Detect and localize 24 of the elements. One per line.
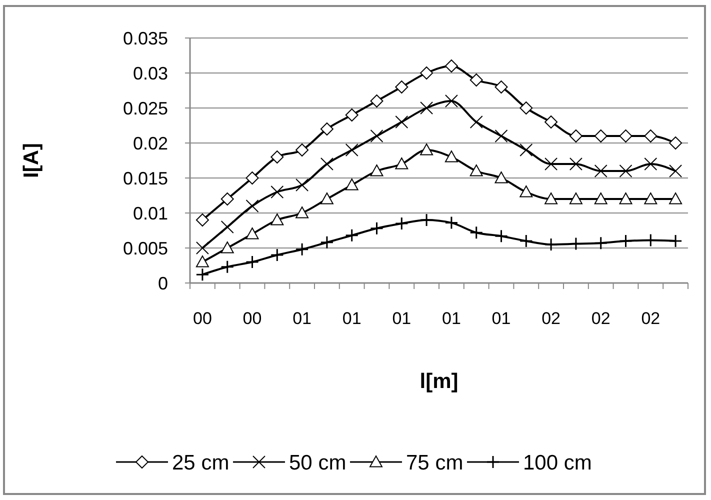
y-tick-label: 0.01	[132, 203, 168, 224]
y-tick-label: 0.035	[122, 28, 168, 48]
legend-label: 50 cm	[289, 451, 346, 474]
x-tick-label: 02	[542, 309, 561, 328]
x-tick-label: 00	[242, 309, 262, 328]
x-tick-label: 02	[591, 309, 610, 328]
legend-label: 100 cm	[523, 451, 592, 474]
legend-label: 25 cm	[172, 451, 230, 474]
y-tick-label: 0	[158, 273, 168, 294]
y-tick-label: 0.03	[132, 63, 168, 84]
x-tick-label: 01	[492, 309, 511, 328]
x-tick-label: 02	[641, 309, 660, 328]
y-tick-label: 0.02	[132, 133, 168, 154]
x-tick-label: 01	[442, 309, 461, 328]
x-tick-label: 00	[192, 309, 212, 328]
y-tick-label: 0.015	[122, 168, 168, 188]
x-axis-title: l[m]	[420, 370, 458, 393]
legend-label: 75 cm	[406, 451, 464, 474]
x-tick-label: 01	[392, 309, 412, 328]
y-tick-label: 0.025	[122, 98, 168, 118]
x-tick-label: 01	[292, 309, 312, 328]
y-tick-label: 0.005	[122, 238, 168, 258]
y-axis-title: I[A]	[20, 143, 43, 178]
x-tick-label: 01	[342, 309, 362, 328]
